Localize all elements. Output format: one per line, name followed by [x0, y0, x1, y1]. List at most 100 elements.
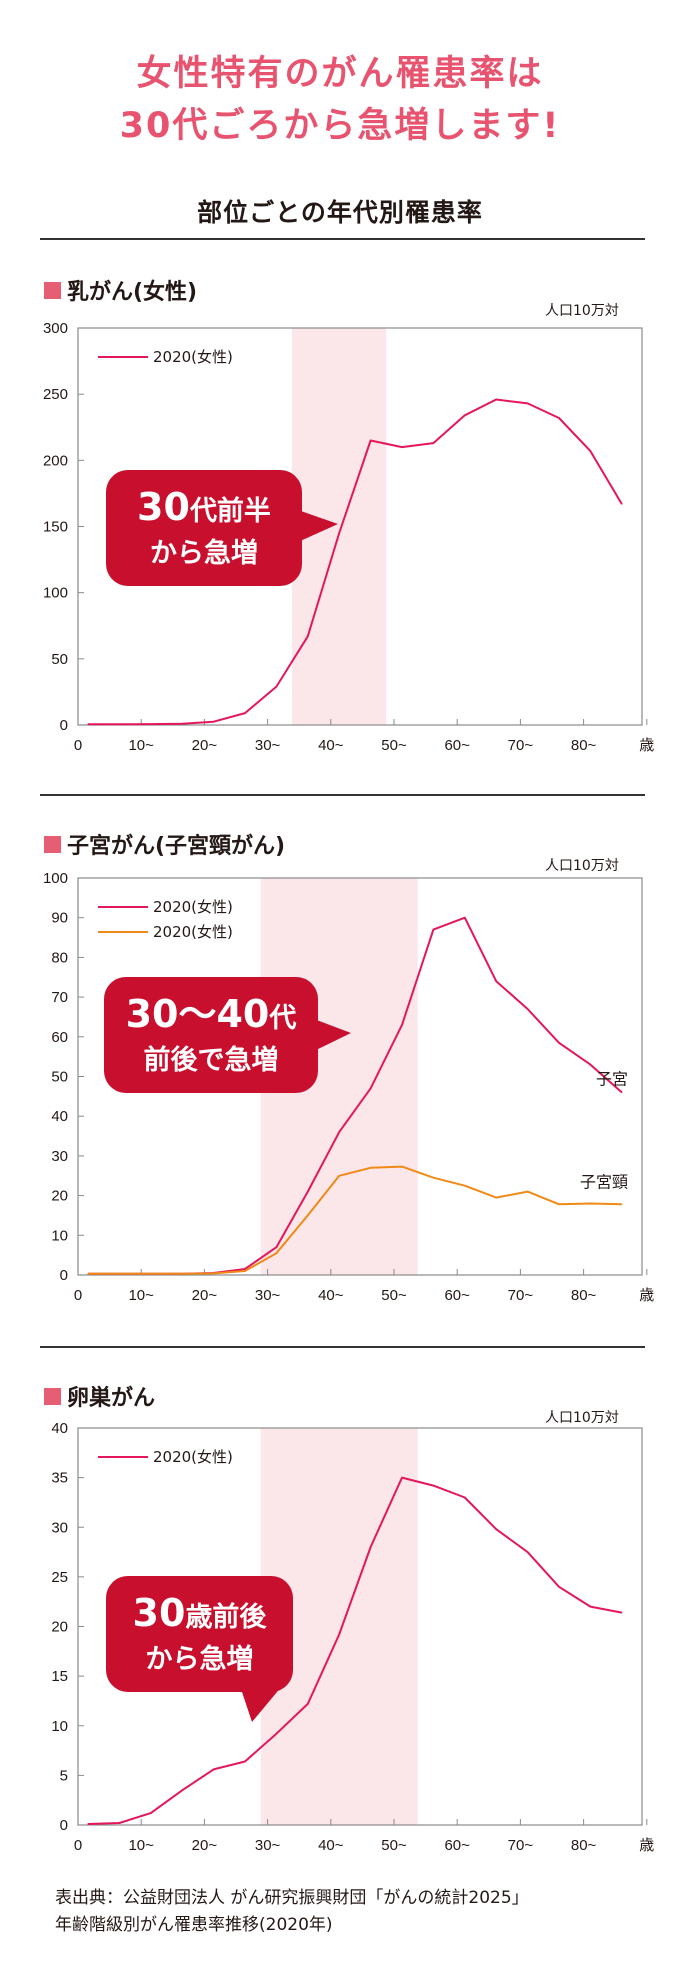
section-title-breast: 乳がん(女性) [44, 274, 197, 306]
data-point [87, 1823, 89, 1825]
callout-small: 代前半 [189, 495, 271, 527]
callout-body: 30代前半 から急増 [106, 470, 302, 586]
data-point [401, 1477, 403, 1479]
data-point [150, 723, 152, 725]
data-point [589, 1202, 592, 1205]
source-note: 表出典：公益財団法人 がん研究振興財団「がんの統計2025」 年齢階級別がん罹患… [55, 1885, 529, 1939]
y-tick-label: 50 [51, 1069, 68, 1086]
y-tick-label: 30 [51, 1148, 68, 1165]
x-tick-label: 50~ [381, 1287, 407, 1304]
data-point [213, 721, 215, 723]
data-point [338, 1633, 340, 1636]
data-point [275, 1733, 277, 1735]
callout-big: 30 [137, 484, 190, 529]
callout-big: 30 [132, 1590, 186, 1635]
data-point [589, 1606, 592, 1608]
data-point [307, 635, 309, 637]
x-tick-label: 40~ [318, 1837, 344, 1854]
data-point [118, 1273, 120, 1275]
y-tick-label: 40 [51, 1108, 68, 1125]
data-point [621, 1091, 623, 1093]
data-point [213, 1272, 215, 1275]
callout-line2: から急増 [145, 1643, 254, 1675]
callout-body: 30〜40代 前後で急増 [104, 977, 318, 1093]
divider-1 [40, 794, 645, 796]
headline-line-2: 30代ごろから急増します! [119, 106, 561, 146]
callout-body: 30歳前後 から急増 [106, 1576, 293, 1692]
x-tick-label: 50~ [381, 1837, 407, 1854]
x-tick-label: 70~ [508, 1837, 534, 1854]
x-tick-label: 20~ [192, 1287, 218, 1304]
data-point [307, 1703, 309, 1705]
callout-tail-icon [314, 1019, 351, 1051]
headline: 女性特有のがん罹患率は 30代ごろから急増します! [0, 48, 680, 152]
data-point [307, 1214, 309, 1217]
callout-line2: 前後で急増 [143, 1044, 279, 1076]
page-subtitle: 部位ごとの年代別罹患率 [197, 198, 483, 227]
data-point [432, 1484, 434, 1487]
y-tick-label: 25 [51, 1569, 68, 1586]
source-line-1: 表出典：公益財団法人 がん研究振興財団「がんの統計2025」 [55, 1888, 529, 1908]
x-tick-label: 70~ [508, 737, 534, 754]
data-point [558, 1042, 560, 1044]
data-point [275, 686, 277, 688]
data-point [181, 1789, 183, 1791]
y-tick-label: 0 [60, 1267, 68, 1284]
y-tick-label: 40 [51, 1420, 68, 1437]
chart-title-ovarian: 卵巣がん [67, 1386, 156, 1411]
x-tick-label: 40~ [318, 1287, 344, 1304]
source-line-2: 年齢階級別がん罹患率推移(2020年) [55, 1915, 333, 1935]
data-point [370, 1087, 372, 1090]
data-point [244, 1270, 246, 1272]
x-tick-label: 60~ [444, 1287, 470, 1304]
x-tick-label: 20~ [192, 1837, 218, 1854]
data-point [275, 1246, 277, 1248]
headline-line-1: 女性特有のがん罹患率は [136, 54, 544, 94]
x-tick-label: 30~ [255, 1837, 281, 1854]
data-point [527, 1191, 529, 1193]
series-end-label: 子宮 [596, 1069, 628, 1088]
data-point [181, 723, 183, 725]
series-line [88, 1165, 622, 1275]
data-point [181, 1273, 183, 1275]
y-tick-label: 70 [51, 989, 68, 1006]
y-tick-label: 50 [51, 651, 68, 668]
data-point [150, 1812, 152, 1814]
legend-label: 2020(女性) [153, 898, 233, 916]
y-tick-label: 10 [51, 1718, 68, 1735]
data-point [464, 414, 466, 416]
data-point [432, 1177, 434, 1179]
unit-label-breast: 人口10万対 [545, 303, 619, 319]
x-tick-label: 歳 [639, 737, 654, 754]
data-point [527, 1008, 529, 1010]
y-tick-label: 300 [43, 320, 68, 337]
x-tick-label: 80~ [571, 737, 597, 754]
x-tick-label: 0 [74, 1287, 82, 1304]
x-tick-label: 60~ [444, 1837, 470, 1854]
y-tick-label: 200 [43, 452, 68, 469]
data-point [432, 442, 434, 444]
y-tick-label: 150 [43, 519, 68, 536]
data-point [370, 439, 372, 442]
data-point [244, 1760, 246, 1763]
data-point [464, 1496, 466, 1499]
legend-label: 2020(女性) [153, 348, 233, 366]
y-tick-label: 0 [60, 1817, 68, 1834]
data-point [244, 1268, 246, 1270]
legend-label: 2020(女性) [153, 923, 233, 941]
data-point [621, 1203, 623, 1205]
y-tick-label: 10 [51, 1227, 68, 1244]
x-tick-label: 歳 [639, 1837, 654, 1854]
data-point [338, 1175, 340, 1177]
chart-title-breast: 乳がん(女性) [67, 280, 198, 305]
data-point [589, 450, 592, 452]
x-tick-label: 60~ [444, 737, 470, 754]
callout-big: 30〜40 [125, 991, 270, 1036]
data-point [370, 1167, 372, 1169]
callout-small: 代 [269, 1002, 297, 1034]
y-tick-label: 5 [60, 1767, 68, 1784]
y-tick-label: 100 [43, 585, 68, 602]
x-tick-label: 0 [74, 1837, 82, 1854]
data-point [118, 1822, 120, 1824]
